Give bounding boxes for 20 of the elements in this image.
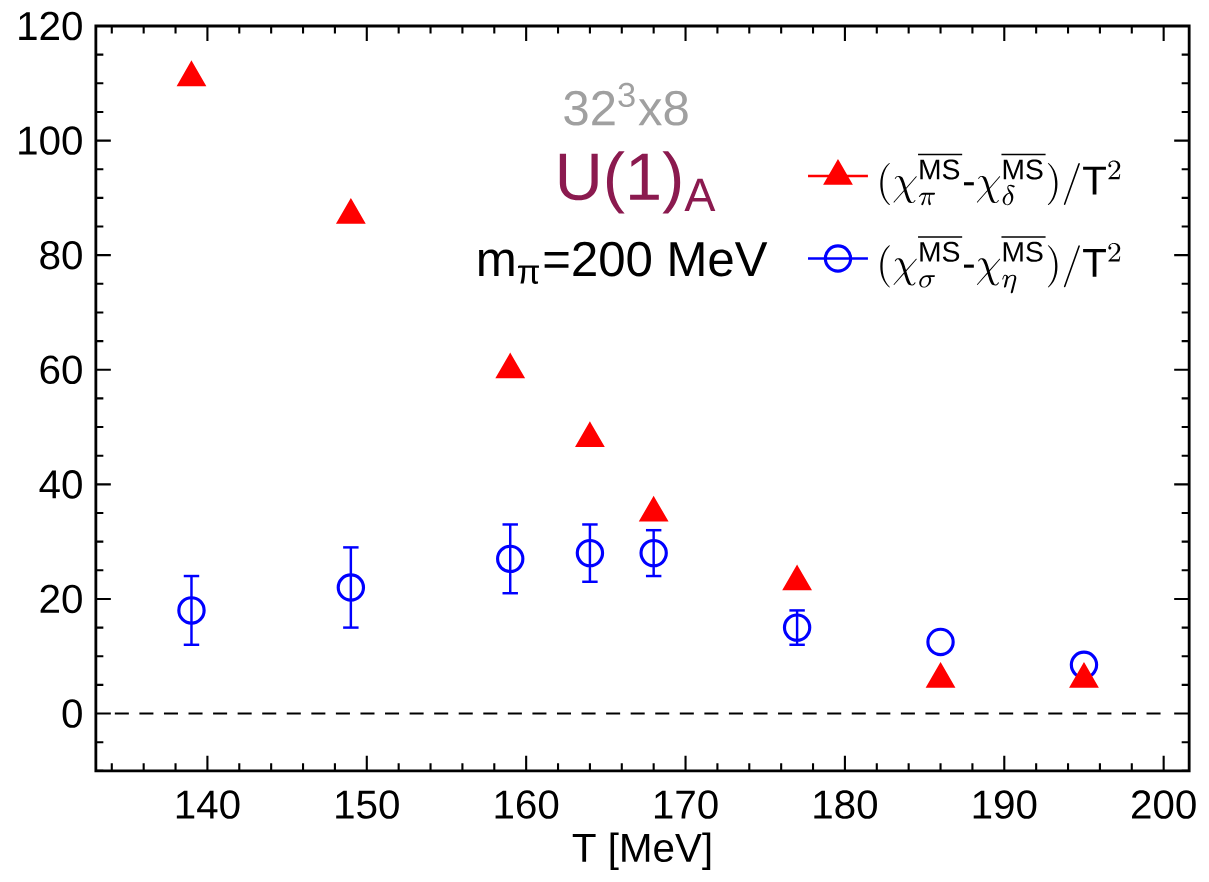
x-tick-label: 170 [654,790,718,819]
y-tick-label: 100 [19,126,82,155]
x-tick-label: 190 [973,790,1037,819]
x-axis-title: T [MeV] [572,832,711,871]
x-tick-label: 140 [176,790,240,819]
x-tick-label: 200 [1132,790,1196,819]
y-tick-label: 80 [40,241,82,270]
annotation: m$_{π}$=200 MeV [479,241,768,285]
x-tick-label: 180 [814,790,877,819]
x-tick-label: 150 [336,790,399,819]
y-tick-label: 40 [39,470,82,499]
y-tick-label: 60 [40,355,82,385]
y-tick-label: 20 [40,584,82,614]
legend-label: $(\chi_{\pi}^{\overline{\mathrm{MS}}}\textrm{-}\chi_{\delta}^{\overline{\mathrm{MS}}})/\mathrm{T}^{2}$ [880,154,1121,206]
y-tick-label: 0 [62,699,82,728]
y-tick-label: 120 [19,11,82,41]
annotation: U(1)$_{A}$ [559,151,716,214]
x-tick-label: 160 [495,790,559,819]
annotation: 32$^{3}$x8 [564,82,688,126]
legend-label: $(\chi_{\sigma}^{\overline{\mathrm{MS}}}\textrm{-}\chi_{\eta}^{\overline{\mathrm{MS}}})/\mathrm{T}^{2}$ [880,237,1121,294]
